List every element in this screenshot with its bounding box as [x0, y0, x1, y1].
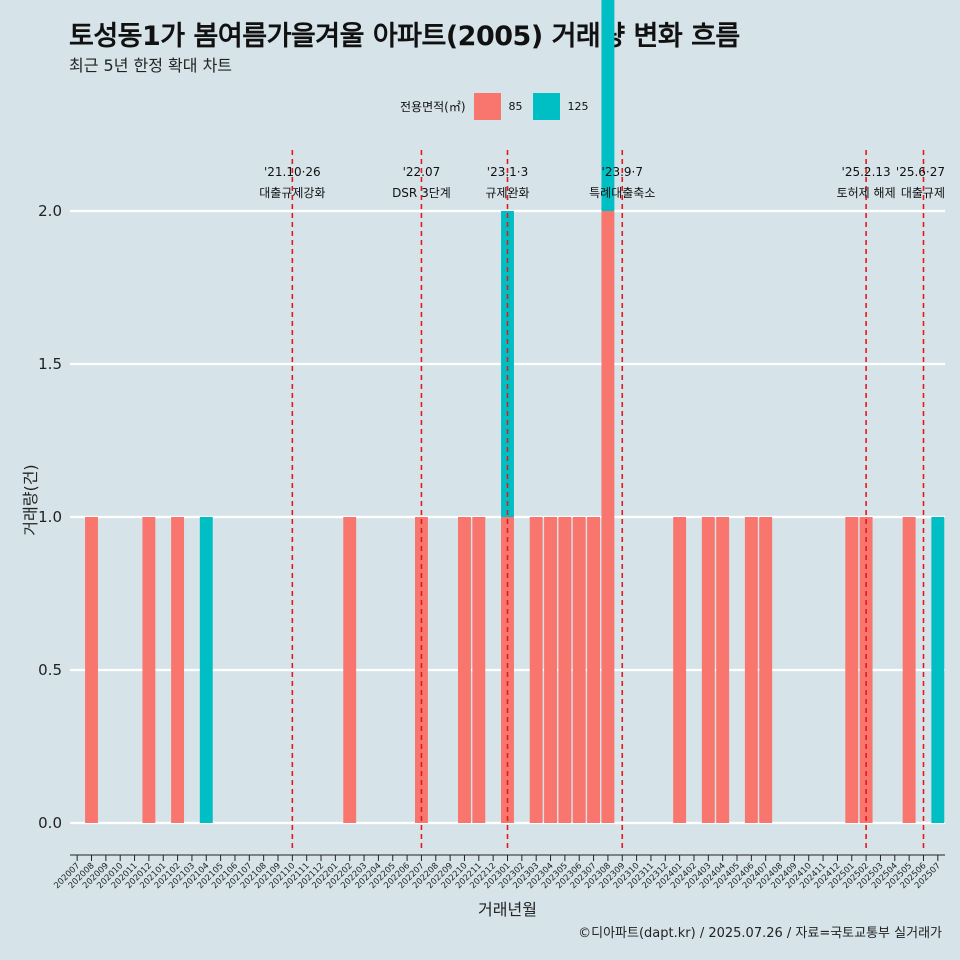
bar-85-202505: [902, 517, 916, 823]
bar-125-202308: [601, 0, 615, 211]
bar-85-202501: [845, 517, 859, 823]
chart-subtitle: 최근 5년 한정 확대 차트: [69, 56, 233, 75]
bar-85-202012: [142, 517, 156, 823]
bar-125-202104: [199, 517, 213, 823]
bar-85-202306: [572, 517, 586, 823]
y-tick-label: 2.0: [38, 202, 62, 220]
bar-85-202202: [343, 517, 357, 823]
x-axis-title: 거래년월: [478, 900, 537, 919]
y-tick-label: 0.0: [38, 814, 62, 832]
bar-85-202406: [744, 517, 758, 823]
chart-title: 토성동1가 봄여름가을겨울 아파트(2005) 거래량 변화 흐름: [69, 21, 740, 52]
bar-125-202301: [501, 211, 514, 517]
event-date-label: '21.10·26: [264, 165, 321, 179]
y-axis-title: 거래량(건): [21, 464, 40, 535]
legend-label-125: 125: [567, 100, 589, 113]
event-date-label: '22.07: [403, 165, 441, 179]
bar-85-202404: [716, 517, 730, 823]
legend-label-85: 85: [508, 100, 523, 113]
bar-85-202301: [501, 517, 514, 823]
source-caption: ©디아파트(dapt.kr) / 2025.07.26 / 자료=국토교통부 실…: [578, 926, 942, 941]
bar-85-202307: [587, 517, 601, 823]
event-name-label: 규제완화: [485, 186, 529, 200]
bar-85-202304: [544, 517, 557, 823]
bar-85-202207: [414, 517, 428, 823]
legend: 전용면적(㎡) 85 125: [400, 93, 599, 120]
event-name-label: 특례대출축소: [589, 186, 655, 200]
event-name-label: DSR 3단계: [392, 186, 451, 200]
bar-85-202403: [701, 517, 715, 823]
event-date-label: '25.6·27: [896, 165, 945, 179]
bar-85-202008: [85, 517, 98, 823]
y-tick-label: 0.5: [38, 661, 62, 679]
bar-85-202401: [673, 517, 687, 823]
bar-85-202502: [859, 517, 873, 823]
y-tick-label: 1.5: [38, 355, 62, 373]
legend-swatch-125: [532, 93, 560, 120]
bar-85-202308: [601, 211, 615, 823]
bar-85-202102: [171, 517, 185, 823]
event-name-label: 대출규제: [901, 186, 945, 200]
bar-85-202211: [472, 517, 486, 823]
y-tick-label: 1.0: [38, 508, 62, 526]
event-date-label: '23.1·3: [487, 165, 528, 179]
event-name-label: 대출규제강화: [259, 186, 325, 200]
bar-85-202407: [759, 517, 773, 823]
event-date-label: '25.2.13: [842, 165, 891, 179]
bar-85-202305: [558, 517, 572, 823]
bar-85-202210: [458, 517, 471, 823]
event-name-label: 토허제 해제: [837, 186, 896, 200]
bar-85-202303: [529, 517, 543, 823]
legend-title: 전용면적(㎡): [400, 100, 466, 114]
event-date-label: '23.9·7: [602, 165, 643, 179]
bar-125-202507: [931, 517, 945, 823]
legend-swatch-85: [473, 93, 501, 120]
